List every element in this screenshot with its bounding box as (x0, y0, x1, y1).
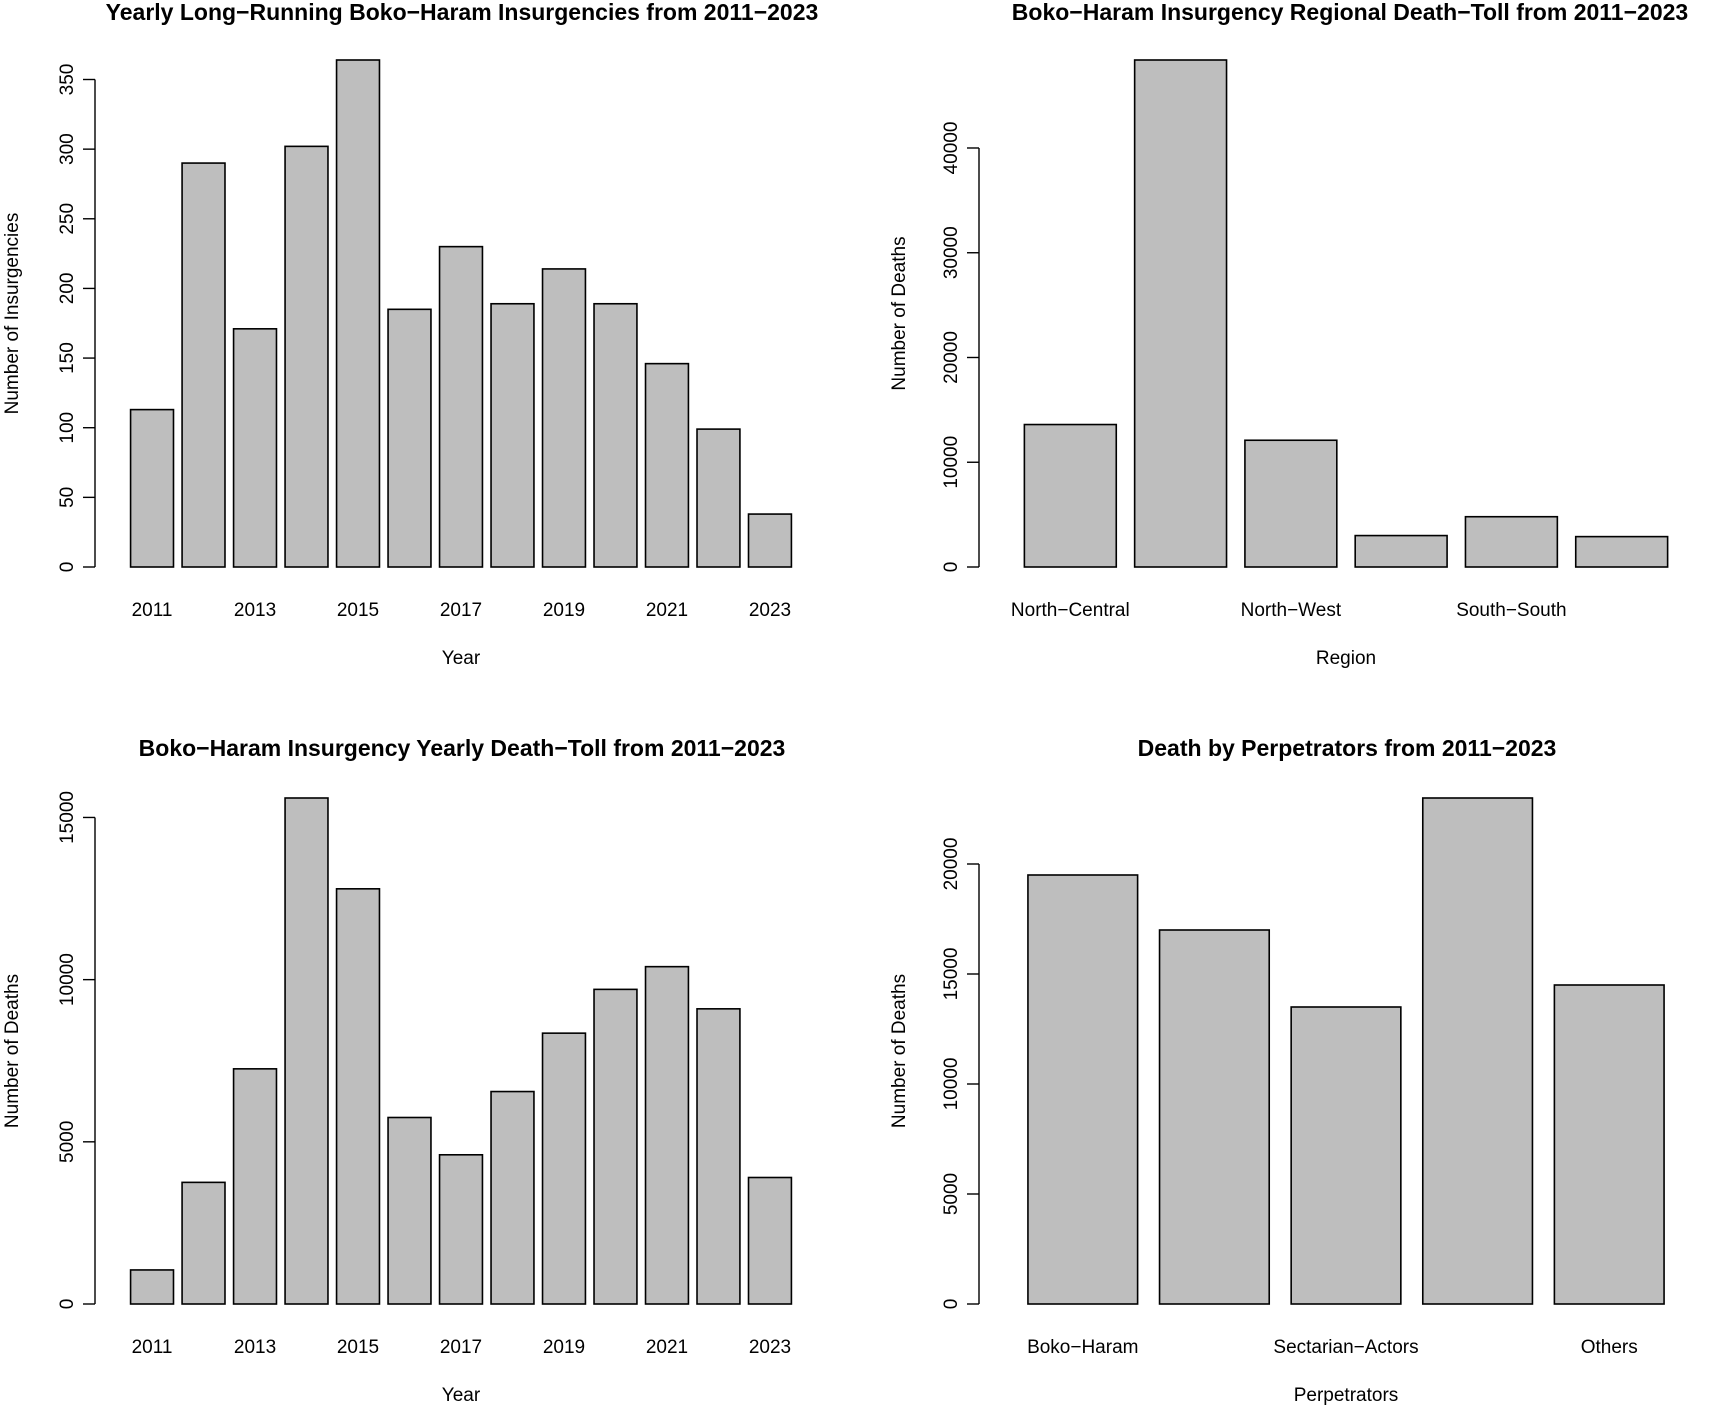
panel1-y-tick-label: 0 (57, 562, 78, 573)
panel2-x-axis-label: Region (1316, 648, 1376, 669)
panel3-bar-2013 (232, 1068, 278, 1305)
panel3-title: Boko−Haram Insurgency Yearly Death−Toll … (139, 735, 786, 761)
panel3-x-tick-label: 2017 (440, 1337, 482, 1358)
panel3-bar-2023 (747, 1176, 793, 1305)
panel1-y-tick-label: 200 (57, 273, 78, 305)
panel1-bar-2022 (696, 428, 741, 568)
panel4-y-tick-label: 20000 (941, 838, 962, 891)
panel3-bar-2014 (284, 797, 329, 1305)
panel4-y-tick-label: 5000 (941, 1173, 962, 1215)
panel3-x-tick-label: 2023 (749, 1337, 791, 1358)
panel2-y-tick-label: 20000 (941, 331, 962, 384)
panel2-x-tick-label: North−West (1241, 600, 1342, 621)
panel3-x-tick-label: 2011 (132, 1337, 173, 1358)
panel4-x-axis-label: Perpetrators (1294, 1385, 1399, 1406)
panel3-x-tick-label: 2013 (234, 1337, 276, 1358)
panel3-x-tick-label: 2015 (337, 1337, 379, 1358)
panel2-bar-South−East (1354, 534, 1448, 568)
panel4-x-tick-label: Boko−Haram (1027, 1337, 1138, 1358)
panel2-y-tick-label: 40000 (941, 122, 962, 175)
panel1-y-tick-label: 350 (57, 64, 78, 96)
panel4-bar-Boko−Haram (1027, 874, 1139, 1305)
panel2-y-axis-label: Number of Deaths (889, 236, 910, 390)
panel3-y-tick-label: 10000 (57, 953, 78, 1006)
panel1-bar-2018 (490, 302, 535, 568)
panel4-y-tick-label: 10000 (941, 1058, 962, 1111)
panel4-title: Death by Perpetrators from 2011−2023 (1138, 735, 1557, 761)
panel1-bar-2023 (747, 513, 793, 568)
panel1-bar-2016 (387, 308, 432, 568)
panel1-title: Yearly Long−Running Boko−Haram Insurgenc… (106, 0, 819, 25)
panel2-y-tick-label: 0 (941, 562, 962, 573)
panel4-x-tick-label: Sectarian−Actors (1273, 1337, 1418, 1358)
panel1-bar-2019 (541, 268, 587, 568)
panel2-y-tick-label: 10000 (941, 436, 962, 489)
panel2-bar-North−West (1244, 439, 1338, 568)
panel1-y-tick-label: 150 (57, 342, 78, 374)
panel1-bar-2020 (593, 302, 638, 568)
panel2-title: Boko−Haram Insurgency Regional Death−Tol… (1012, 0, 1688, 25)
panel3-bar-2020 (593, 988, 638, 1305)
panel1-bar-2017 (438, 245, 484, 568)
panel3-bar-2015 (335, 888, 381, 1305)
panel1-y-tick-label: 100 (57, 412, 78, 444)
panel1-bar-2021 (644, 362, 690, 568)
panel2-bar-North−East (1133, 59, 1228, 568)
panel1-x-tick-label: 2017 (440, 600, 482, 621)
panel4-bar-Others (1553, 984, 1665, 1305)
panel3-bar-2011 (129, 1269, 175, 1305)
panel3-bar-2016 (387, 1116, 432, 1305)
panel3-bar-2018 (490, 1090, 535, 1305)
panel4-bar-State−Actors (1158, 929, 1271, 1305)
panel3-x-axis-label: Year (442, 1385, 481, 1406)
panel3-bar-2021 (644, 965, 690, 1305)
panel4-y-tick-label: 0 (941, 1299, 962, 1310)
panel3-y-axis-label: Number of Deaths (2, 974, 23, 1128)
panel1-bar-2011 (129, 408, 175, 568)
panel2-bar-South−South (1464, 515, 1559, 568)
panel3-x-tick-label: 2019 (543, 1337, 585, 1358)
panel3-bar-2012 (181, 1181, 226, 1305)
panel1-bar-2012 (181, 162, 226, 568)
panel1-y-tick-label: 250 (57, 203, 78, 235)
panel2-x-tick-label: South−South (1456, 600, 1566, 621)
panel1-x-tick-label: 2013 (234, 600, 276, 621)
panel1-x-axis-label: Year (442, 648, 481, 669)
panel1-y-tick-label: 50 (57, 487, 78, 508)
panel3-bar-2022 (696, 1008, 741, 1305)
panel3-y-tick-label: 5000 (57, 1121, 78, 1163)
panel1-bar-2013 (232, 328, 278, 568)
panel3-bar-2017 (438, 1153, 484, 1305)
panel4-bar-Sectarian−Actors (1290, 1006, 1402, 1305)
panel4-y-tick-label: 15000 (941, 948, 962, 1001)
panel2-bar-South−West (1574, 535, 1669, 568)
panel2-x-tick-label: North−Central (1011, 600, 1130, 621)
panel1-x-tick-label: 2011 (132, 600, 173, 621)
panel3-y-tick-label: 15000 (57, 791, 78, 844)
panel4-y-axis-label: Number of Deaths (889, 974, 910, 1128)
panel4-x-tick-label: Others (1581, 1337, 1638, 1358)
panel1-x-tick-label: 2021 (646, 600, 688, 621)
panel2-y-tick-label: 30000 (941, 226, 962, 279)
panel1-y-tick-label: 300 (57, 133, 78, 165)
panel1-x-tick-label: 2023 (749, 600, 791, 621)
panel1-bar-2015 (335, 59, 381, 568)
panel1-y-axis-label: Number of Insurgencies (2, 213, 23, 415)
panel1-x-tick-label: 2015 (337, 600, 379, 621)
panel4-bar-Bandits (1421, 797, 1534, 1305)
panel1-bar-2014 (284, 145, 329, 568)
panel2-bar-North−Central (1023, 423, 1118, 568)
panel1-x-tick-label: 2019 (543, 600, 585, 621)
panel3-x-tick-label: 2021 (646, 1337, 688, 1358)
panel3-y-tick-label: 0 (57, 1299, 78, 1310)
panel3-bar-2019 (541, 1032, 587, 1305)
